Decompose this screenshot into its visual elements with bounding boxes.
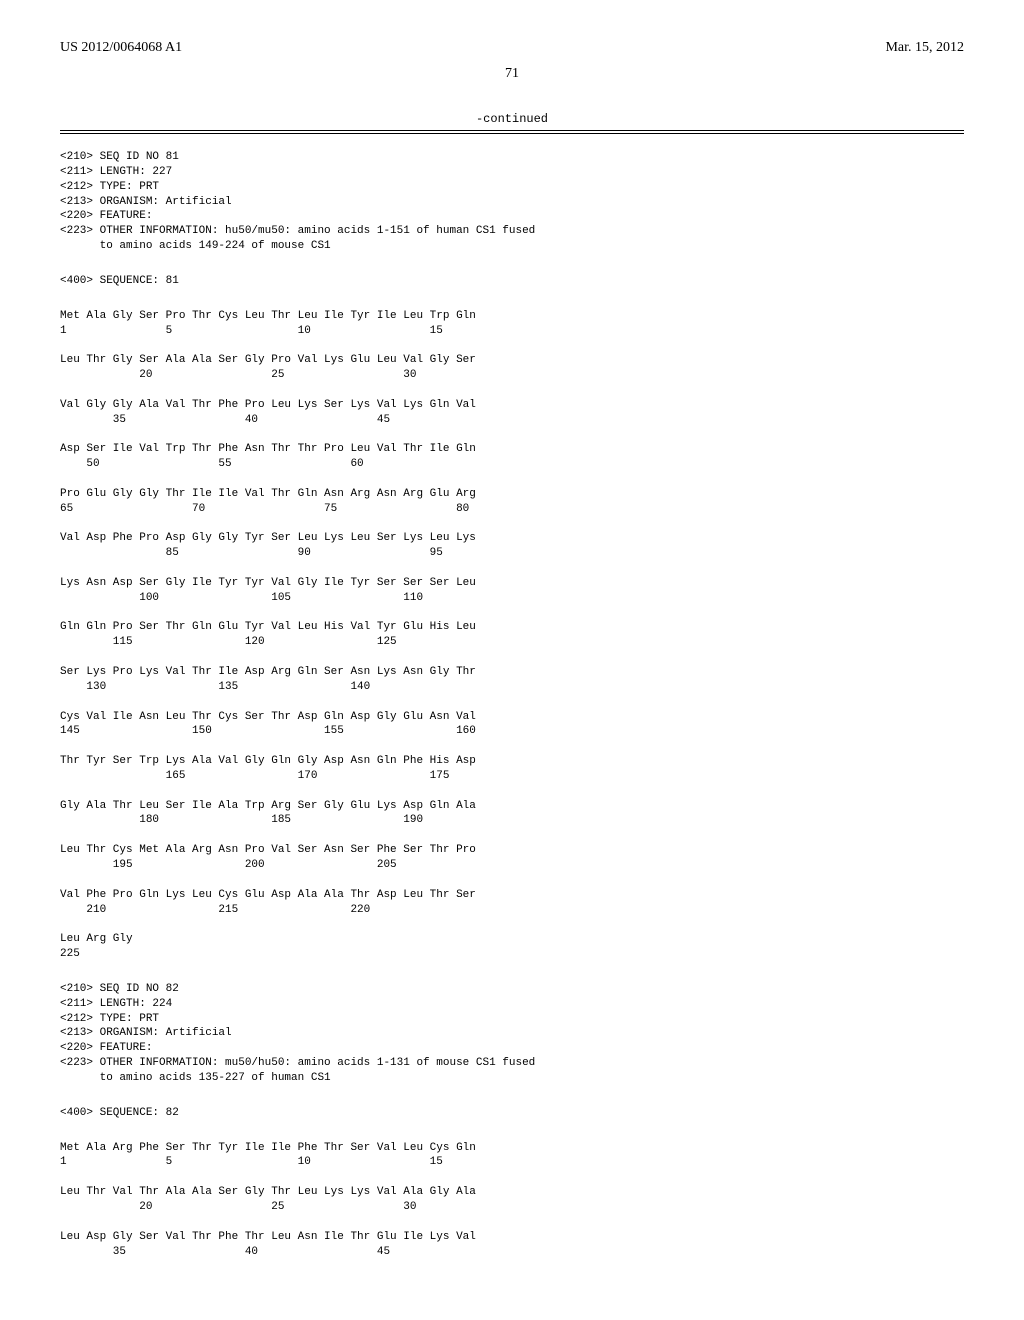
header-left: US 2012/0064068 A1 [60,40,182,56]
top-rule [60,130,964,131]
seq81-sequence: Met Ala Gly Ser Pro Thr Cys Leu Thr Leu … [60,309,964,962]
header-right: Mar. 15, 2012 [885,40,964,56]
seq81-meta: <210> SEQ ID NO 81 <211> LENGTH: 227 <21… [60,150,964,254]
top-rule2 [60,133,964,134]
page-number: 71 [60,66,964,82]
page-header: US 2012/0064068 A1 Mar. 15, 2012 [60,40,964,56]
continued-label: -continued [60,112,964,126]
seq82-label: <400> SEQUENCE: 82 [60,1106,964,1121]
seq82-sequence: Met Ala Arg Phe Ser Thr Tyr Ile Ile Phe … [60,1141,964,1260]
seq81-label: <400> SEQUENCE: 81 [60,274,964,289]
seq82-meta: <210> SEQ ID NO 82 <211> LENGTH: 224 <21… [60,982,964,1086]
